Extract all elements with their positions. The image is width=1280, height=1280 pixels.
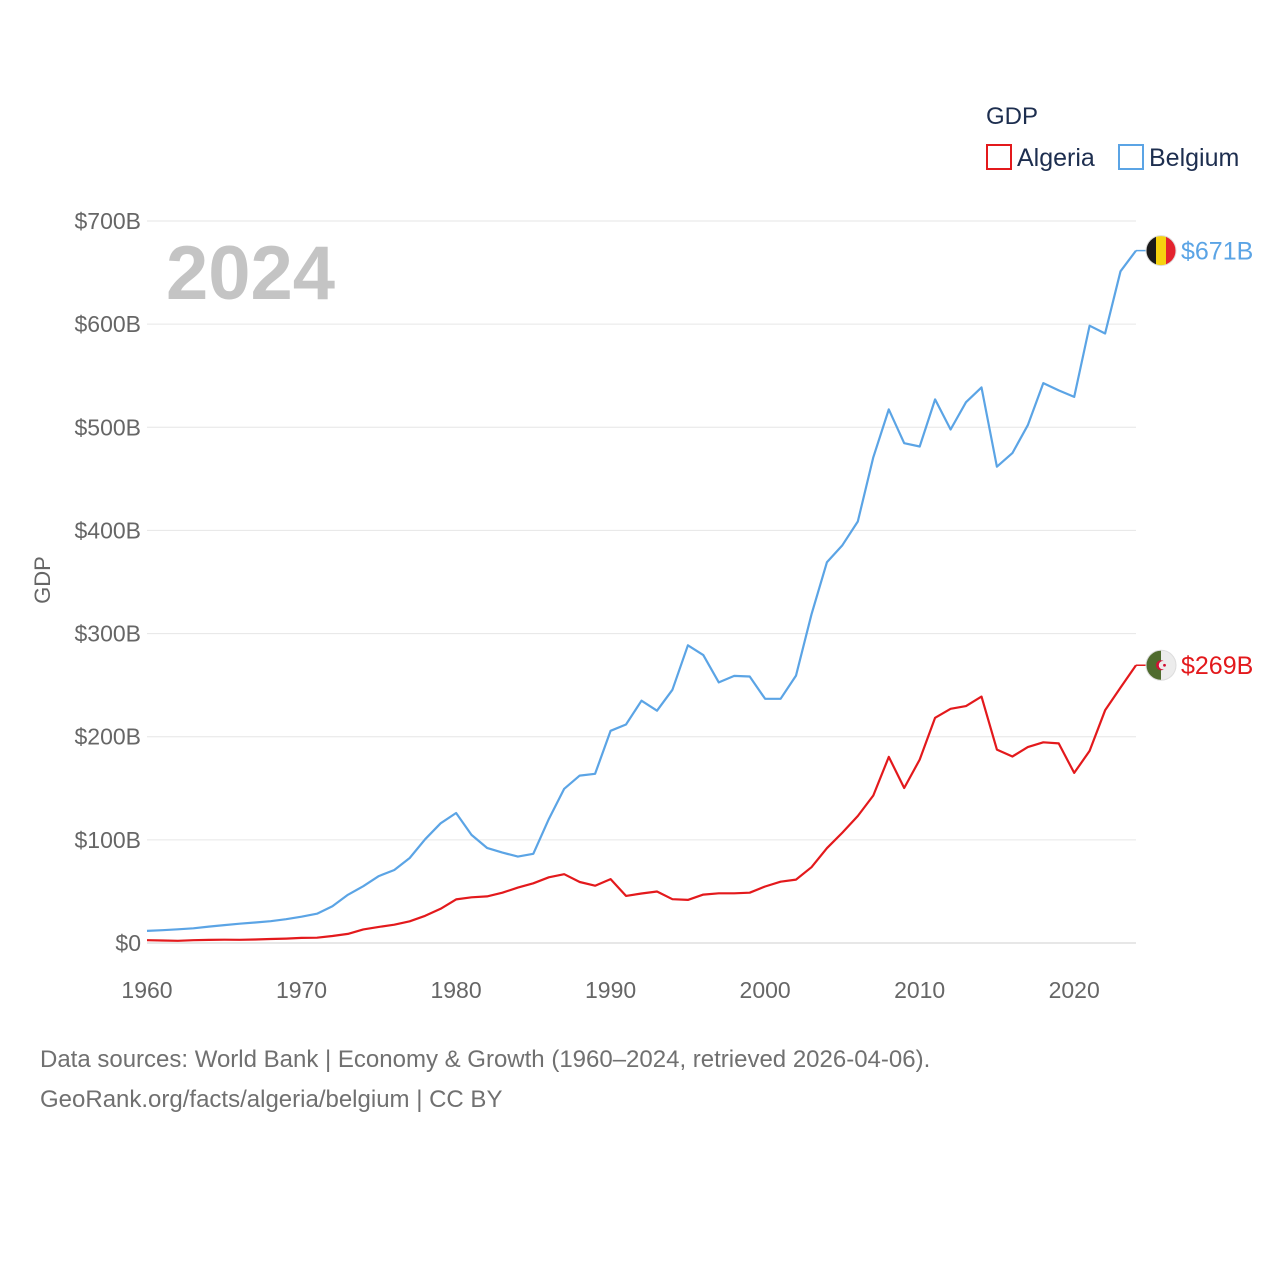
y-tick-label: $300B (74, 621, 141, 647)
x-tick-label: 1960 (121, 977, 172, 1003)
y-tick-label: $700B (74, 208, 141, 234)
legend-label: Belgium (1149, 144, 1239, 172)
data-sources-text: Data sources: World Bank | Economy & Gro… (40, 1046, 931, 1073)
y-tick-label: $500B (74, 414, 141, 440)
end-value-label-algeria: $269B (1181, 652, 1253, 680)
legend-item-algeria[interactable]: Algeria (986, 144, 1095, 172)
legend-swatch (986, 144, 1012, 170)
y-tick-label: $100B (74, 827, 141, 853)
legend: GDP Algeria Belgium (986, 103, 1239, 172)
legend-item-belgium[interactable]: Belgium (1118, 144, 1239, 172)
legend-title: GDP (986, 103, 1038, 130)
year-watermark: 2024 (166, 231, 335, 316)
x-tick-label: 2000 (740, 977, 791, 1003)
series-line-algeria (146, 664, 1137, 942)
end-value-label-belgium: $671B (1181, 238, 1253, 266)
x-tick-label: 2010 (894, 977, 945, 1003)
x-tick-label: 1990 (585, 977, 636, 1003)
x-tick-label: 1970 (276, 977, 327, 1003)
y-tick-label: $600B (74, 311, 141, 337)
belgium-flag-icon (1145, 235, 1177, 267)
legend-label: Algeria (1017, 144, 1095, 172)
y-tick-label: $0 (115, 930, 141, 956)
algeria-flag-icon (1145, 649, 1177, 681)
legend-swatch (1118, 144, 1144, 170)
y-tick-label: $400B (74, 517, 141, 543)
series-line-belgium (146, 249, 1137, 932)
x-tick-label: 1980 (430, 977, 481, 1003)
gridlines (147, 220, 1136, 944)
y-axis-title: GDP (30, 556, 55, 604)
y-tick-label: $200B (74, 724, 141, 750)
source-link[interactable]: GeoRank.org/facts/algeria/belgium | CC B… (40, 1086, 503, 1113)
x-tick-label: 2020 (1049, 977, 1100, 1003)
x-axis-ticks: 1960 1970 1980 1990 2000 2010 2020 (121, 977, 1099, 1003)
series-lines (146, 249, 1137, 942)
footer: Data sources: World Bank | Economy & Gro… (40, 1040, 930, 1120)
y-axis-ticks: $0 $100B $200B $300B $400B $500B $600B $700B (74, 208, 141, 956)
series-end-markers: $269B $671B (1136, 235, 1253, 681)
